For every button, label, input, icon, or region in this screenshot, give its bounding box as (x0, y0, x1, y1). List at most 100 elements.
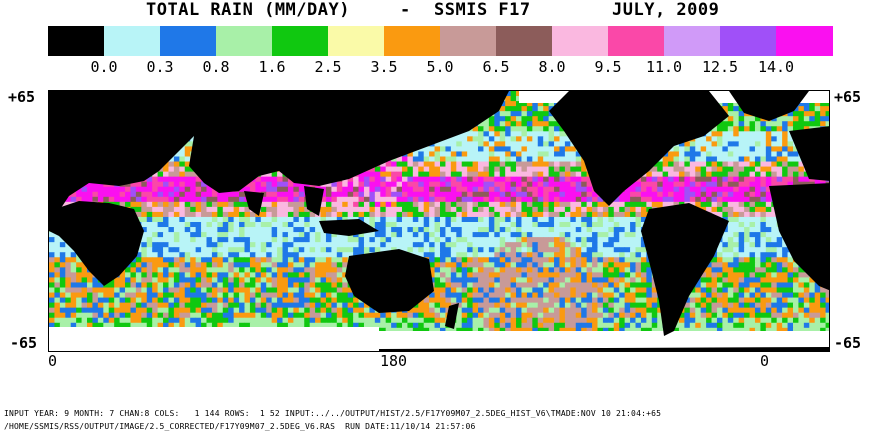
rain-cell (532, 161, 539, 167)
rain-cell (494, 121, 501, 127)
rain-cell (179, 201, 186, 208)
rain-cell (733, 232, 740, 238)
rain-cell (488, 131, 495, 137)
rain-cell (570, 232, 577, 238)
rain-cell (706, 151, 712, 157)
rain-cell (765, 232, 772, 238)
rain-cell (266, 216, 273, 223)
rain-cell (722, 257, 729, 263)
rain-cell (434, 257, 441, 263)
rain-cell (396, 176, 403, 183)
rain-cell (391, 242, 397, 248)
rain-cell (505, 136, 511, 142)
rain-cell (173, 222, 180, 228)
rain-cell (249, 262, 256, 268)
rain-cell (114, 186, 120, 193)
rain-cell (624, 232, 631, 238)
rain-cell (206, 196, 213, 203)
rain-cell (347, 201, 354, 208)
rain-cell (467, 196, 473, 203)
rain-cell (445, 201, 452, 208)
rain-cell (255, 252, 262, 258)
rain-cell (450, 211, 457, 218)
rain-cell (157, 181, 164, 188)
rain-cell (499, 166, 506, 173)
rain-cell (646, 191, 653, 198)
rain-cell (195, 237, 202, 243)
rain-cell (510, 211, 517, 218)
rain-cell (716, 257, 723, 263)
rain-cell (363, 196, 370, 203)
rain-cell (630, 247, 636, 253)
rain-cell (684, 166, 691, 173)
rain-cell (602, 252, 609, 258)
rain-cell (141, 222, 148, 228)
rain-cell (516, 191, 522, 198)
rain-cell (787, 161, 794, 167)
rain-cell (651, 196, 658, 203)
rain-cell (662, 201, 669, 208)
rain-cell (684, 171, 691, 178)
rain-cell (548, 242, 555, 248)
rain-cell (613, 206, 620, 213)
rain-cell (418, 151, 425, 157)
rain-cell (733, 237, 740, 243)
rain-cell (152, 237, 159, 243)
rain-cell (792, 161, 799, 167)
rain-cell (771, 151, 778, 157)
rain-cell (798, 106, 805, 112)
rain-cell (168, 227, 175, 233)
rain-cell (749, 201, 756, 208)
rain-cell (244, 227, 251, 233)
rain-cell (526, 216, 533, 223)
rain-cell (260, 222, 267, 228)
rain-cell (678, 166, 685, 173)
rain-cell (277, 211, 283, 218)
rain-cell (461, 161, 468, 167)
lon-label-left: 0 (48, 352, 58, 370)
rain-cell (505, 141, 511, 147)
rain-cell (380, 237, 387, 243)
rain-cell (581, 211, 588, 218)
rain-cell (760, 146, 767, 152)
rain-cell (146, 181, 153, 188)
rain-cell (526, 171, 533, 178)
rain-cell (418, 186, 425, 193)
rain-cell (597, 206, 604, 213)
rain-cell (141, 227, 148, 233)
rain-cell (733, 206, 740, 213)
rain-cell (418, 227, 425, 233)
rain-cell (483, 227, 490, 233)
rain-cell (749, 141, 756, 147)
rain-cell (521, 131, 528, 137)
rain-cell (575, 151, 582, 157)
rain-cell (287, 181, 294, 188)
rain-cell (472, 206, 479, 213)
rain-cell (526, 176, 533, 183)
rain-cell (244, 216, 251, 223)
rain-cell (738, 181, 745, 188)
rain-cell (798, 101, 805, 107)
rain-cell (499, 201, 506, 208)
rain-cell (249, 232, 256, 238)
rain-cell (673, 156, 680, 162)
rain-cell (706, 201, 712, 208)
rain-cell (434, 181, 441, 188)
rain-cell (521, 191, 528, 198)
rain-cell (483, 196, 490, 203)
rain-cell (738, 131, 745, 137)
rain-cell (450, 161, 457, 167)
rain-cell (190, 181, 197, 188)
rain-cell (396, 222, 403, 228)
rain-cell (407, 211, 414, 218)
rain-cell (521, 111, 528, 117)
rain-cell (239, 242, 245, 248)
rain-cell (668, 196, 674, 203)
rain-cell (716, 186, 723, 193)
rain-cell (206, 232, 213, 238)
rain-cell (689, 201, 696, 208)
rain-cell (81, 196, 88, 203)
rain-cell (391, 237, 397, 243)
rain-cell (440, 242, 446, 248)
rain-cell (782, 151, 788, 157)
